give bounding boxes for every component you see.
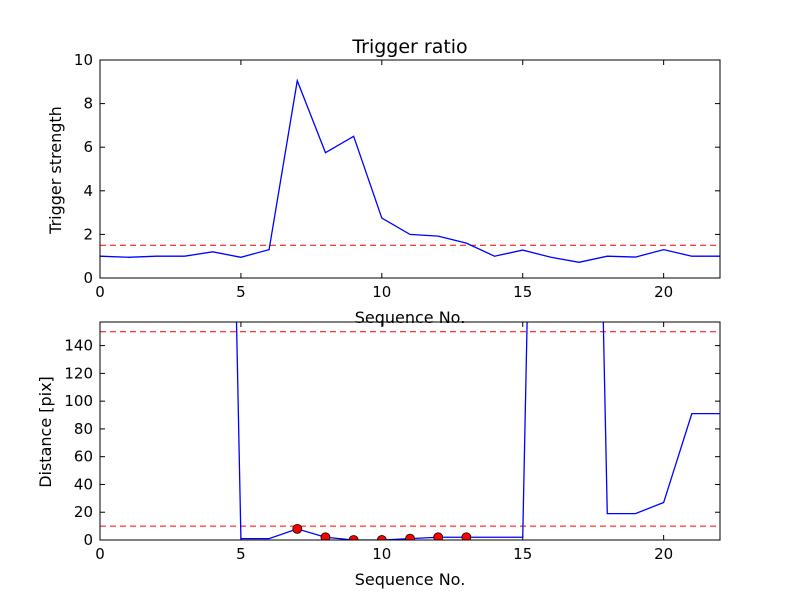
- x-tick-label: 15: [513, 545, 532, 563]
- series: [100, 78, 720, 263]
- x-tick-label: 5: [236, 283, 246, 301]
- chart-title: Trigger ratio: [351, 36, 467, 58]
- y-tick-label: 100: [64, 392, 93, 410]
- x-tick-label: 20: [654, 283, 673, 301]
- y-tick-label: 8: [83, 95, 93, 113]
- y-tick-label: 140: [64, 337, 93, 355]
- series: [235, 322, 720, 540]
- x-tick-label: 15: [513, 283, 532, 301]
- data-point: [376, 535, 387, 540]
- x-tick-label: 10: [372, 545, 391, 563]
- data-point: [348, 535, 359, 540]
- y-tick-label: 6: [83, 138, 93, 156]
- y-axis-label: Distance [pix]: [36, 376, 55, 488]
- y-tick-label: 0: [83, 531, 93, 549]
- y-tick-label: 20: [74, 503, 93, 521]
- x-tick-label: 5: [236, 545, 246, 563]
- x-axis-label: Sequence No.: [355, 570, 466, 589]
- data-point: [320, 532, 331, 540]
- x-tick-label: 0: [95, 283, 105, 301]
- series-line: [100, 78, 720, 263]
- y-tick-label: 120: [64, 364, 93, 382]
- plot-frame: [99, 321, 721, 541]
- ticks: 0 5 10 15 20 0 2 4 6 8 10: [74, 51, 720, 301]
- data-point: [433, 532, 444, 540]
- x-axis-label: Sequence No.: [355, 308, 466, 327]
- y-tick-label: 40: [74, 475, 93, 493]
- data-point: [461, 532, 472, 540]
- y-axis-label: Trigger strength: [46, 106, 65, 235]
- x-tick-label: 0: [95, 545, 105, 563]
- data-point: [292, 523, 303, 534]
- y-tick-label: 2: [83, 225, 93, 243]
- trigger-ratio-chart: Trigger ratio 0 5 10 15 20 0 2 4 6 8 10 Sequence N…: [46, 36, 721, 327]
- y-tick-label: 0: [83, 269, 93, 287]
- threshold-lines: [100, 331, 720, 527]
- y-tick-label: 10: [74, 51, 93, 69]
- x-tick-label: 20: [654, 545, 673, 563]
- x-tick-label: 10: [372, 283, 391, 301]
- data-point: [405, 533, 415, 540]
- y-tick-label: 4: [83, 182, 93, 200]
- y-tick-label: 80: [74, 420, 93, 438]
- plot-frame: [99, 59, 721, 279]
- ticks: 0 5 10 15 20 0 20 40 60 80 100 120 140: [64, 322, 720, 563]
- y-tick-label: 60: [74, 448, 93, 466]
